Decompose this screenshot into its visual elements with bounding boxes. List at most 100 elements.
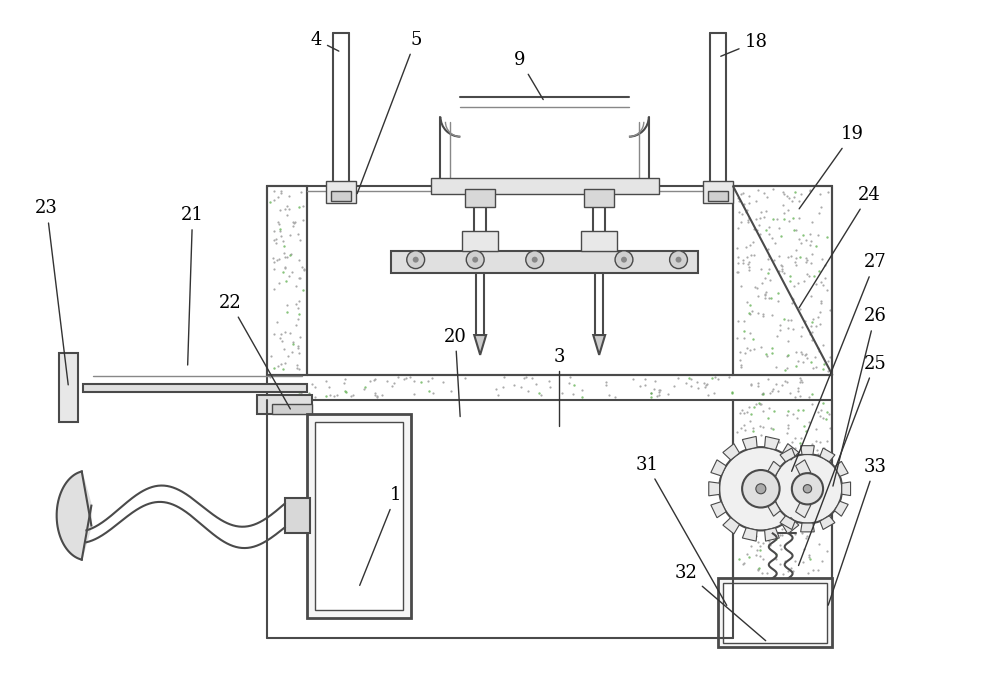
Point <box>731 206 747 217</box>
Point <box>271 278 287 289</box>
Point <box>819 231 835 242</box>
Point <box>748 398 764 409</box>
Point <box>729 426 745 437</box>
Bar <box>733 186 832 375</box>
Point <box>759 191 775 202</box>
Point <box>818 456 834 467</box>
Point <box>739 464 755 475</box>
Polygon shape <box>782 443 799 460</box>
Polygon shape <box>801 445 814 454</box>
Polygon shape <box>767 461 780 476</box>
Text: 25: 25 <box>799 354 886 566</box>
Point <box>735 483 751 494</box>
Point <box>756 449 772 460</box>
Point <box>728 481 744 492</box>
Point <box>273 358 289 369</box>
Point <box>270 360 286 371</box>
Point <box>754 523 770 534</box>
Point <box>781 216 797 226</box>
Point <box>804 326 820 337</box>
Point <box>792 468 808 479</box>
Point <box>750 537 766 547</box>
Point <box>745 426 761 437</box>
Polygon shape <box>802 481 813 496</box>
Text: 3: 3 <box>554 348 565 426</box>
Point <box>752 605 768 616</box>
Point <box>285 337 301 348</box>
Point <box>420 376 436 387</box>
Point <box>291 363 307 374</box>
Point <box>735 483 751 494</box>
Point <box>276 248 292 259</box>
Point <box>784 292 800 303</box>
Point <box>812 319 828 330</box>
Point <box>321 381 337 392</box>
Point <box>798 349 814 360</box>
Point <box>803 320 819 331</box>
Point <box>772 529 788 540</box>
Point <box>425 388 441 399</box>
Point <box>273 329 289 340</box>
Point <box>802 239 818 250</box>
Point <box>402 372 418 383</box>
Point <box>804 248 820 259</box>
Point <box>637 374 653 385</box>
Point <box>774 260 790 271</box>
Point <box>295 201 311 211</box>
Point <box>758 348 774 359</box>
Point <box>801 551 817 562</box>
Point <box>769 330 785 341</box>
Point <box>779 191 795 202</box>
Point <box>763 623 779 634</box>
Point <box>786 464 802 475</box>
Point <box>811 539 827 549</box>
Point <box>815 398 831 409</box>
Point <box>811 486 827 497</box>
Point <box>784 437 800 448</box>
Point <box>791 233 807 244</box>
Point <box>755 405 771 416</box>
Point <box>805 471 821 481</box>
Point <box>279 200 295 211</box>
Point <box>304 378 320 389</box>
Point <box>774 529 790 540</box>
Point <box>740 259 756 270</box>
Point <box>779 362 795 373</box>
Polygon shape <box>764 482 773 496</box>
Point <box>755 519 771 530</box>
Point <box>793 347 809 358</box>
Point <box>288 299 304 309</box>
Point <box>802 329 818 340</box>
Point <box>782 607 798 617</box>
Point <box>343 390 359 401</box>
Point <box>735 558 751 569</box>
Point <box>758 573 774 583</box>
Point <box>788 360 804 371</box>
Point <box>406 376 422 387</box>
Point <box>775 569 791 580</box>
Point <box>759 351 775 362</box>
Text: 18: 18 <box>721 33 767 56</box>
Bar <box>267 186 307 375</box>
Point <box>562 372 578 383</box>
Point <box>601 390 617 401</box>
Point <box>750 377 766 388</box>
Point <box>820 579 836 590</box>
Point <box>820 600 836 611</box>
Point <box>794 454 810 464</box>
Point <box>774 471 790 482</box>
Polygon shape <box>820 448 835 462</box>
Point <box>777 511 793 522</box>
Point <box>819 589 835 600</box>
Point <box>802 456 818 467</box>
Point <box>761 616 777 627</box>
Point <box>780 322 796 333</box>
Bar <box>723 583 827 643</box>
Point <box>554 388 570 399</box>
Point <box>763 577 779 588</box>
Point <box>768 379 784 390</box>
Polygon shape <box>709 481 720 496</box>
Point <box>771 492 787 503</box>
Point <box>770 450 786 461</box>
Point <box>817 521 833 532</box>
